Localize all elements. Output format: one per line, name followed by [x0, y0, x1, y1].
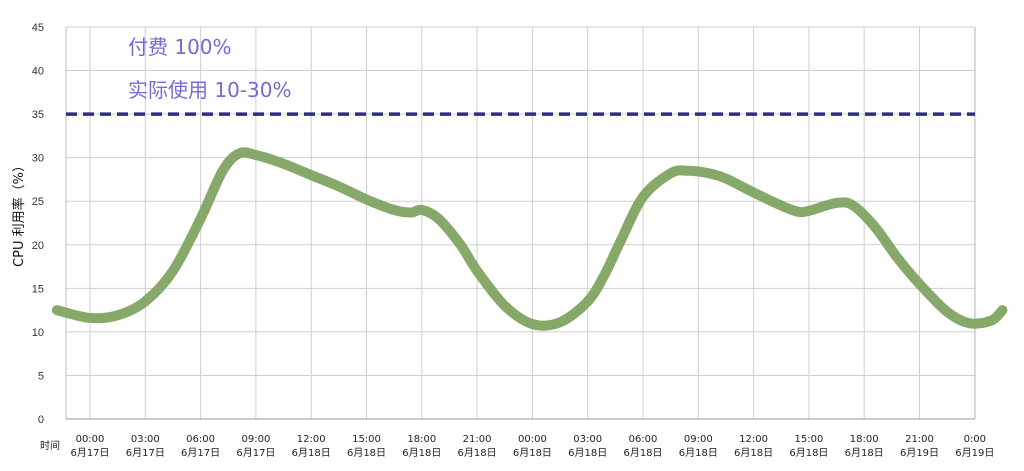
y-tick-label: 40	[32, 66, 44, 78]
cpu-usage-line	[51, 147, 1008, 331]
x-tick-time: 03:00	[131, 434, 160, 445]
annotation-actual: 实际使用 10-30%	[128, 78, 291, 102]
y-tick-label: 25	[32, 196, 44, 208]
y-axis-ticks: 0 5 10 15 20 25 30 35 40 45	[32, 22, 44, 426]
x-tick-time: 15:00	[794, 434, 823, 445]
x-tick-date: 6月17日	[181, 447, 220, 459]
x-tick-date: 6月18日	[402, 447, 441, 459]
x-tick-date: 6月19日	[955, 447, 994, 459]
y-tick-label: 15	[32, 283, 44, 295]
x-tick-time: 09:00	[241, 434, 270, 445]
x-tick-time: 00:00	[76, 434, 105, 445]
x-tick-date: 6月17日	[70, 447, 109, 459]
x-tick-date: 6月17日	[126, 447, 165, 459]
x-axis-label: 时间	[40, 439, 60, 452]
x-tick-time: 15:00	[352, 434, 381, 445]
x-tick-date: 6月18日	[513, 447, 552, 459]
x-tick-time: 21:00	[905, 434, 934, 445]
x-tick-time: 09:00	[684, 434, 713, 445]
annotation-paid: 付费 100%	[128, 35, 232, 59]
x-axis-ticks: 00:00 6月17日 03:00 6月17日 06:00 6月17日 09:00 6月17日…	[70, 434, 994, 459]
x-tick-date: 6月18日	[292, 447, 331, 459]
x-tick-time: 18:00	[850, 434, 879, 445]
x-tick-date: 6月18日	[623, 447, 662, 459]
x-tick-time: 0:00	[964, 434, 986, 445]
x-tick-time: 18:00	[407, 434, 436, 445]
x-tick-time: 21:00	[463, 434, 492, 445]
x-tick-date: 6月18日	[458, 447, 497, 459]
x-tick-time: 12:00	[297, 434, 326, 445]
y-axis-label: CPU 利用率（%）	[11, 159, 27, 267]
x-tick-date: 6月19日	[900, 447, 939, 459]
x-tick-time: 03:00	[573, 434, 602, 445]
x-tick-date: 6月18日	[734, 447, 773, 459]
x-tick-time: 12:00	[739, 434, 768, 445]
x-tick-date: 6月18日	[347, 447, 386, 459]
y-tick-label: 30	[32, 153, 44, 165]
y-tick-label: 45	[32, 22, 44, 34]
y-tick-label: 20	[32, 240, 44, 252]
x-tick-date: 6月17日	[236, 447, 275, 459]
y-tick-label: 10	[32, 327, 44, 339]
x-tick-time: 06:00	[629, 434, 658, 445]
y-tick-label: 35	[32, 109, 44, 121]
x-tick-date: 6月18日	[789, 447, 828, 459]
x-tick-time: 00:00	[518, 434, 547, 445]
x-tick-date: 6月18日	[845, 447, 884, 459]
y-tick-label: 0	[38, 414, 44, 426]
x-tick-time: 06:00	[186, 434, 215, 445]
x-tick-date: 6月18日	[679, 447, 718, 459]
y-tick-label: 5	[38, 370, 44, 382]
x-tick-date: 6月18日	[568, 447, 607, 459]
